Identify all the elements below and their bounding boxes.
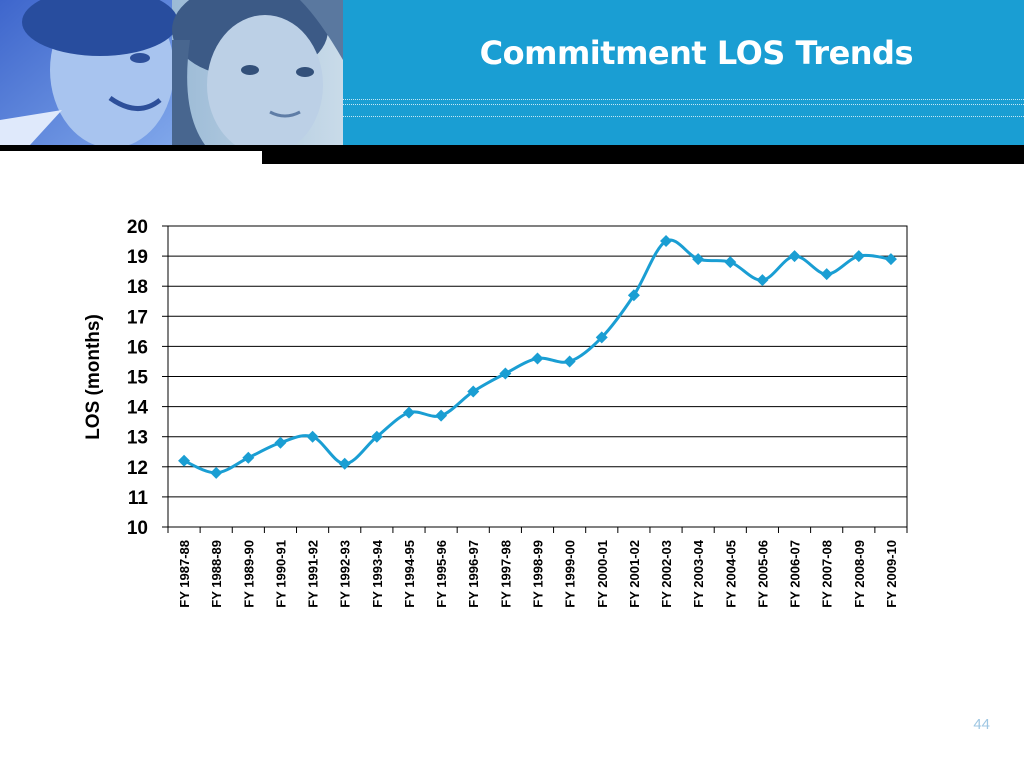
data-point-marker	[756, 274, 769, 287]
header-rule-right	[262, 145, 1024, 164]
slide-title: Commitment LOS Trends	[479, 34, 914, 72]
header-dotted-rule	[343, 104, 1024, 105]
y-tick-label: 13	[127, 428, 148, 449]
data-point-marker	[852, 250, 865, 263]
data-point-marker	[467, 385, 480, 398]
x-tick-label: FY 2003-04	[691, 539, 706, 607]
data-point-marker	[595, 331, 608, 344]
x-tick-label: FY 1989-90	[241, 540, 256, 608]
x-tick-label: FY 2007-08	[820, 540, 835, 608]
y-tick-label: 12	[127, 458, 148, 479]
x-tick-label: FY 2006-07	[788, 540, 803, 608]
x-axis-labels: FY 1987-88 FY 1988-89 FY 1989-90 FY 1990-91…	[177, 539, 899, 607]
data-point-marker	[563, 355, 576, 368]
data-point-marker	[306, 430, 319, 443]
data-point-marker	[242, 451, 255, 464]
data-point-marker	[178, 454, 191, 467]
data-point-marker	[402, 406, 415, 419]
y-tick-label: 18	[127, 277, 148, 298]
data-point-marker	[820, 268, 833, 281]
data-point-marker	[210, 466, 223, 479]
x-tick-label: FY 1994-95	[402, 540, 417, 608]
x-tick-label: FY 2000-01	[595, 540, 610, 608]
x-tick-label: FY 1990-91	[273, 540, 288, 608]
x-tick-label: FY 1992-93	[338, 540, 353, 608]
x-tick-label: FY 2009-10	[884, 540, 899, 608]
y-tick-label: 17	[127, 307, 148, 328]
header-rule-left	[0, 145, 262, 151]
x-tick-label: FY 1999-00	[563, 540, 578, 608]
y-tick-label: 19	[127, 247, 148, 268]
y-tick-label: 11	[128, 488, 149, 509]
x-tick-label: FY 2002-03	[659, 540, 674, 608]
data-point-marker	[338, 457, 351, 470]
header-dotted-rule	[343, 116, 1024, 117]
x-tick-label: FY 1993-94	[370, 539, 385, 607]
x-tick-label: FY 1998-99	[531, 540, 546, 608]
x-tick-label: FY 1997-98	[498, 540, 513, 608]
y-axis-ticks: 10 11 12 13 14 15 16 17 18 19 20	[127, 217, 168, 539]
header-photo	[0, 0, 343, 145]
y-tick-label: 10	[127, 518, 148, 539]
x-tick-label: FY 1988-89	[209, 540, 224, 608]
data-point-marker	[274, 436, 287, 449]
data-point-marker	[692, 253, 705, 266]
page-number: 44	[973, 716, 990, 733]
y-tick-label: 20	[127, 217, 148, 238]
x-tick-label: FY 1996-97	[466, 540, 481, 608]
x-tick-label: FY 1991-92	[306, 540, 321, 608]
data-point-marker	[788, 250, 801, 263]
y-axis-label: LOS (months)	[83, 314, 104, 440]
data-point-marker	[531, 352, 544, 365]
x-tick-label: FY 2001-02	[627, 540, 642, 608]
series-markers	[178, 235, 897, 479]
data-point-marker	[435, 409, 448, 422]
data-point-marker	[627, 289, 640, 302]
x-tick-label: FY 1995-96	[434, 540, 449, 608]
data-point-marker	[884, 253, 897, 266]
gridlines	[168, 225, 907, 528]
header-dotted-rule	[343, 99, 1024, 100]
data-point-marker	[370, 430, 383, 443]
data-point-marker	[660, 235, 673, 248]
x-tick-label: FY 2004-05	[723, 540, 738, 608]
header-band: Commitment LOS Trends	[0, 0, 1024, 145]
y-tick-label: 16	[127, 337, 148, 358]
x-tick-label: FY 2005-06	[755, 540, 770, 608]
y-tick-label: 14	[127, 398, 149, 419]
x-axis-ticks	[167, 527, 908, 533]
data-point-marker	[724, 256, 737, 269]
x-tick-label: FY 1987-88	[177, 540, 192, 608]
y-tick-label: 15	[127, 368, 149, 389]
x-tick-label: FY 2008-09	[852, 540, 867, 608]
data-point-marker	[499, 367, 512, 380]
header-photo-art	[0, 0, 343, 145]
